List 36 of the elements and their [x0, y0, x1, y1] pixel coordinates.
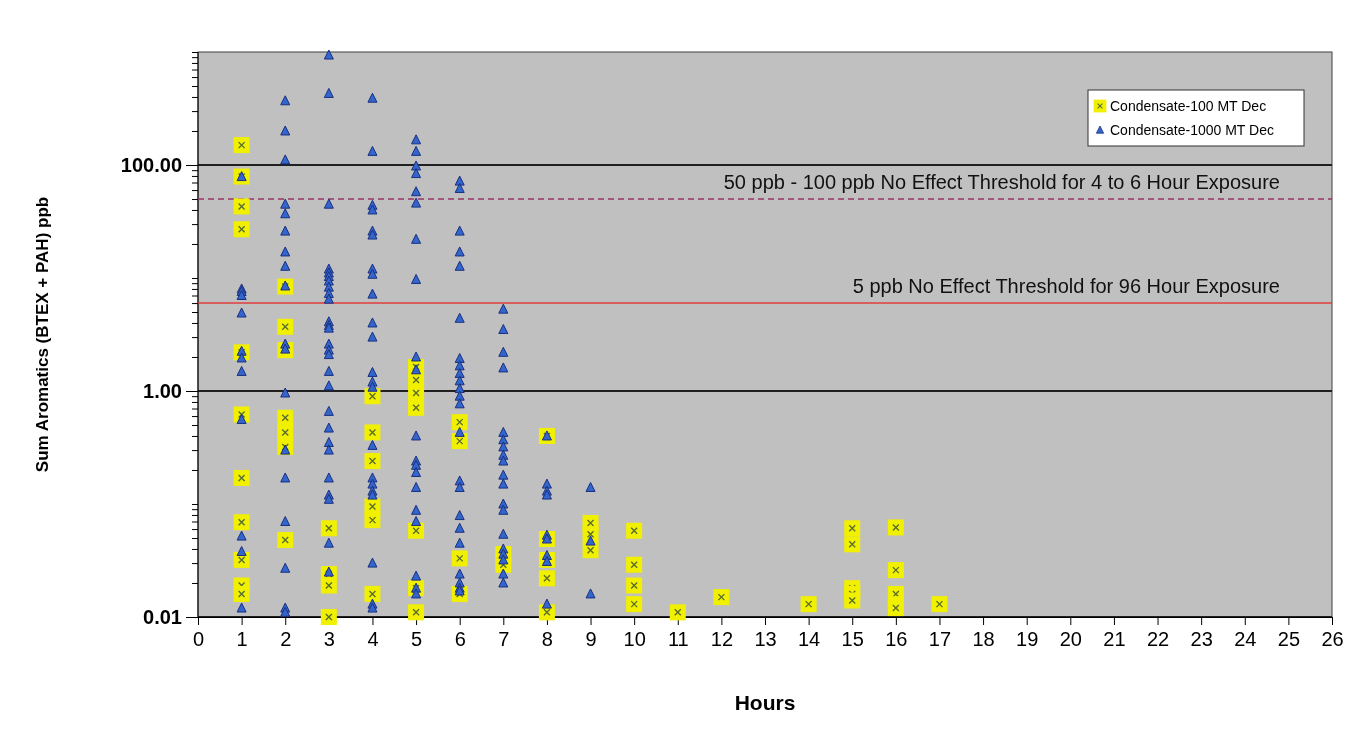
x-tick-label: 20 [1059, 628, 1082, 650]
legend-label: Condensate-100 MT Dec [1110, 98, 1267, 114]
x-tick-label: 11 [667, 628, 689, 650]
y-axis-title: Sum Aromatics (BTEX + PAH) ppb [33, 196, 52, 473]
x-tick-label: 9 [585, 628, 597, 650]
x-tick-label: 8 [541, 628, 553, 650]
x-tick-label: 12 [710, 628, 734, 650]
x-tick-label: 7 [498, 628, 510, 650]
x-tick-label: 14 [797, 628, 821, 650]
x-tick-label: 4 [367, 628, 379, 650]
x-tick-label: 1 [236, 628, 248, 650]
x-tick-label: 21 [1103, 628, 1126, 650]
x-axis-title: Hours [734, 691, 796, 714]
x-tick-label: 26 [1321, 628, 1344, 650]
y-tick-label: 0.01 [143, 605, 182, 628]
ref-line-label: 50 ppb - 100 ppb No Effect Threshold for 4 to 6 Hour Exposure [723, 171, 1280, 194]
y-tick-label: 100.00 [120, 153, 182, 176]
x-tick-label: 25 [1277, 628, 1301, 650]
x-tick-label: 19 [1016, 628, 1039, 650]
legend-label: Condensate-1000 MT Dec [1110, 122, 1274, 138]
x-tick-label: 6 [454, 628, 466, 650]
x-tick-label: 15 [841, 628, 864, 650]
x-tick-label: 24 [1234, 628, 1257, 650]
x-tick-label: 16 [885, 628, 908, 650]
x-tick-label: 18 [972, 628, 995, 650]
x-tick-label: 13 [754, 628, 777, 650]
x-tick-label: 23 [1190, 628, 1213, 650]
x-tick-label: 10 [623, 628, 646, 650]
y-tick-label: 1.00 [143, 379, 182, 402]
x-tick-label: 22 [1146, 628, 1170, 650]
x-tick-label: 5 [411, 628, 423, 650]
x-tick-label: 17 [928, 628, 952, 650]
ref-line-label: 5 ppb No Effect Threshold for 96 Hour Exposure [852, 275, 1280, 298]
x-tick-label: 3 [323, 628, 335, 650]
x-tick-label: 2 [280, 628, 292, 650]
x-tick-label: 0 [192, 628, 205, 650]
